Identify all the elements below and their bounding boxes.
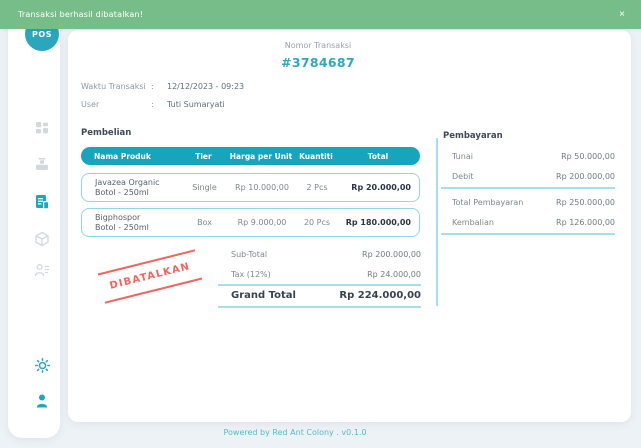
powered-by-footer: Powered by Red Ant Colony . v0.1.0 xyxy=(223,428,367,437)
payment-value: Rp 200.000,00 xyxy=(556,171,615,181)
info-label: Waktu Transaksi xyxy=(81,81,146,91)
summary-value: Rp 200.000,00 xyxy=(362,249,421,259)
payment-value: Rp 50.000,00 xyxy=(561,151,615,161)
column-header-price: Harga per Unit xyxy=(229,151,293,161)
sidebar-item-customers[interactable] xyxy=(33,261,51,279)
column-header-name: Nama Produk xyxy=(94,151,151,161)
profile-person-icon xyxy=(33,394,51,413)
purchase-section-title: Pembelian xyxy=(81,128,132,138)
info-separator: : xyxy=(151,81,154,91)
grand-total-value: Rp 224.000,00 xyxy=(339,290,421,301)
payment-divider-top xyxy=(441,187,615,189)
info-row-user: User : Tuti Sumaryati xyxy=(81,99,244,109)
column-header-tier: Tier xyxy=(195,151,212,161)
payment-row-debit: Debit Rp 200.000,00 xyxy=(441,171,615,181)
summary-block: Sub-Total Rp 200.000,00 Tax (12%) Rp 24.… xyxy=(231,249,421,289)
payment-label: Kembalian xyxy=(452,217,494,227)
transaction-header: Nomor Transaksi #3784687 xyxy=(68,41,568,70)
summary-row-tax: Tax (12%) Rp 24.000,00 xyxy=(231,269,421,279)
toast-notification: Transaksi berhasil dibatalkan! × xyxy=(0,0,641,29)
product-total: Rp 20.000,00 xyxy=(351,183,411,192)
dashboard-icon xyxy=(33,122,51,140)
payment-label: Tunai xyxy=(452,151,473,161)
transaction-number-value: #3784687 xyxy=(281,55,355,70)
payment-divider-bottom xyxy=(441,233,615,235)
info-separator: : xyxy=(151,99,154,109)
product-price: Rp 9.000,00 xyxy=(237,218,287,227)
payment-label: Total Pembayaran xyxy=(452,197,524,207)
cancelled-stamp: DIBATALKAN xyxy=(97,249,203,304)
payment-section-title: Pembayaran xyxy=(443,131,503,141)
sidebar-item-profile[interactable] xyxy=(33,392,51,410)
product-name: Bigphospor Botol - 250ml xyxy=(82,213,182,233)
customer-list-icon xyxy=(33,263,51,282)
grand-total-label: Grand Total xyxy=(231,290,296,301)
sidebar-item-settings[interactable] xyxy=(33,357,51,375)
table-row: Javazea Organic Botol - 250ml Single Rp … xyxy=(81,173,420,202)
payment-row-total: Total Pembayaran Rp 250.000,00 xyxy=(441,197,615,207)
summary-value: Rp 24.000,00 xyxy=(367,269,421,279)
sidebar-item-transactions[interactable] xyxy=(33,193,51,211)
sidebar-item-products[interactable] xyxy=(33,230,51,248)
payment-block: Tunai Rp 50.000,00 Debit Rp 200.000,00 T… xyxy=(441,151,615,243)
toast-message: Transaksi berhasil dibatalkan! xyxy=(18,10,144,19)
sidebar-item-dashboard[interactable] xyxy=(33,119,51,137)
product-total: Rp 180.000,00 xyxy=(345,218,411,227)
transaction-number-label: Nomor Transaksi xyxy=(284,41,352,50)
purchase-table-header: Nama Produk Tier Harga per Unit Kuantiti… xyxy=(81,147,420,165)
info-row-time: Waktu Transaksi : 12/12/2023 - 09:23 xyxy=(81,81,244,91)
product-price: Rp 10.000,00 xyxy=(235,183,289,192)
summary-label: Sub-Total xyxy=(231,249,268,259)
column-header-qty: Kuantiti xyxy=(299,151,333,161)
payment-row-cash: Tunai Rp 50.000,00 xyxy=(441,151,615,161)
info-label: User xyxy=(81,99,100,109)
product-qty: 2 Pcs xyxy=(306,183,328,192)
vertical-divider xyxy=(436,138,438,306)
info-value: Tuti Sumaryati xyxy=(167,99,225,109)
summary-divider-bottom xyxy=(218,306,421,308)
package-box-icon xyxy=(33,231,51,251)
cash-register-icon xyxy=(33,158,51,176)
sidebar: POS xyxy=(8,6,60,438)
app-logo-label: POS xyxy=(32,29,52,39)
product-name-line2: Botol - 250ml xyxy=(95,187,149,197)
column-header-total: Total xyxy=(367,151,389,161)
transaction-detail-panel: Nomor Transaksi #3784687 Waktu Transaksi… xyxy=(68,30,631,422)
settings-gear-icon xyxy=(34,357,51,377)
summary-label: Tax (12%) xyxy=(231,269,271,279)
summary-row-subtotal: Sub-Total Rp 200.000,00 xyxy=(231,249,421,259)
product-name-line2: Botol - 250ml xyxy=(95,222,149,232)
payment-value: Rp 126.000,00 xyxy=(556,217,615,227)
product-tier: Single xyxy=(192,183,217,192)
close-icon[interactable]: × xyxy=(613,0,631,29)
table-row: Bigphospor Botol - 250ml Box Rp 9.000,00… xyxy=(81,208,420,237)
payment-row-change: Kembalian Rp 126.000,00 xyxy=(441,217,615,227)
summary-divider-top xyxy=(218,284,421,286)
payment-value: Rp 250.000,00 xyxy=(556,197,615,207)
grand-total-row: Grand Total Rp 224.000,00 xyxy=(231,290,421,301)
product-name-line1: Bigphospor xyxy=(95,212,141,222)
payment-label: Debit xyxy=(452,171,474,181)
product-name-line1: Javazea Organic xyxy=(95,177,160,187)
transaction-info: Waktu Transaksi : 12/12/2023 - 09:23 Use… xyxy=(81,81,244,117)
info-value: 12/12/2023 - 09:23 xyxy=(167,81,245,91)
product-name: Javazea Organic Botol - 250ml xyxy=(82,178,182,198)
product-qty: 20 Pcs xyxy=(303,218,331,227)
receipt-icon xyxy=(33,195,51,214)
sidebar-item-cash-register[interactable] xyxy=(33,155,51,173)
product-tier: Box xyxy=(197,218,212,227)
